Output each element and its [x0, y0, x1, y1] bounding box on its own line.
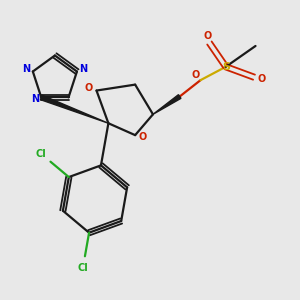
Text: O: O — [257, 74, 266, 84]
Text: N: N — [80, 64, 88, 74]
Text: O: O — [138, 132, 147, 142]
Text: N: N — [31, 94, 39, 104]
Text: S: S — [222, 62, 230, 72]
Text: O: O — [204, 32, 212, 41]
Text: Cl: Cl — [36, 149, 47, 159]
Text: O: O — [192, 70, 200, 80]
Text: N: N — [22, 64, 30, 74]
Text: Cl: Cl — [77, 263, 88, 273]
Text: O: O — [85, 82, 93, 93]
Polygon shape — [40, 95, 108, 123]
Polygon shape — [153, 94, 181, 114]
